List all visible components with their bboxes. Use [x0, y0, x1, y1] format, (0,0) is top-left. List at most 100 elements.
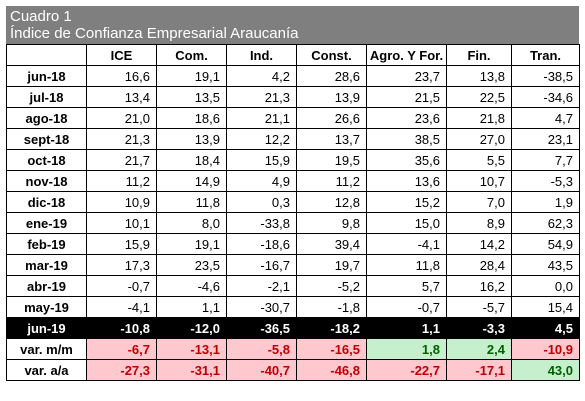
- table-cell: 8,0: [156, 212, 227, 234]
- variation-row: var. a/a -27,3 -31,1 -40,7 -46,8 -22,7 -17,1 43…: [6, 359, 580, 381]
- row-label: ago-18: [6, 107, 87, 129]
- table-cell: -30,7: [226, 296, 297, 318]
- table-cell: 27,0: [446, 128, 512, 150]
- table-subtitle: Índice de Confianza Empresarial Araucaní…: [10, 25, 299, 42]
- table-cell: 10,9: [86, 191, 157, 213]
- table-cell: 13,6: [366, 170, 447, 192]
- table-cell: 5,7: [366, 275, 447, 297]
- table-cell: -5,7: [446, 296, 512, 318]
- table-cell: 1,8: [366, 338, 447, 360]
- table-cell: -10,8: [86, 317, 157, 339]
- table-cell: 5,5: [446, 149, 512, 171]
- table-cell: -5,3: [511, 170, 580, 192]
- column-header-row: ICE Com. Ind. Const. Agro. Y For. Fin. T…: [6, 44, 580, 66]
- column-header: Com.: [156, 44, 227, 66]
- table-cell: 15,9: [86, 233, 157, 255]
- table-cell: -3,3: [446, 317, 512, 339]
- row-label: jun-19: [6, 317, 87, 339]
- table-cell: 9,8: [296, 212, 367, 234]
- variation-row: var. m/m -6,7 -13,1 -5,8 -16,5 1,8 2,4 -10,9: [6, 338, 580, 360]
- column-header: Tran.: [511, 44, 580, 66]
- table-cell: 21,8: [446, 107, 512, 129]
- row-label: may-19: [6, 296, 87, 318]
- table-container: Cuadro 1 Índice de Confianza Empresarial…: [6, 6, 580, 381]
- table-cell: -5,2: [296, 275, 367, 297]
- column-header: Ind.: [226, 44, 297, 66]
- table-cell: -4,6: [156, 275, 227, 297]
- table-cell: 15,4: [511, 296, 580, 318]
- table-cell: 1,9: [511, 191, 580, 213]
- table-cell: -40,7: [226, 359, 297, 381]
- table-cell: 21,3: [226, 86, 297, 108]
- column-header: Const.: [296, 44, 367, 66]
- table-cell: 4,2: [226, 65, 297, 87]
- table-cell: 12,2: [226, 128, 297, 150]
- table-cell: 4,9: [226, 170, 297, 192]
- table-cell: 0,3: [226, 191, 297, 213]
- table-cell: 19,5: [296, 149, 367, 171]
- table-cell: 15,0: [366, 212, 447, 234]
- table-cell: 11,2: [86, 170, 157, 192]
- table-header-banner: Cuadro 1 Índice de Confianza Empresarial…: [6, 6, 579, 44]
- table-cell: 21,7: [86, 149, 157, 171]
- table-cell: 11,2: [296, 170, 367, 192]
- row-label: jul-18: [6, 86, 87, 108]
- table-row: nov-18 11,2 14,9 4,9 11,2 13,6 10,7 -5,3: [6, 170, 580, 192]
- table-cell: 43,5: [511, 254, 580, 276]
- table-cell: -22,7: [366, 359, 447, 381]
- table-cell: -0,7: [366, 296, 447, 318]
- table-cell: 14,2: [446, 233, 512, 255]
- table-row: abr-19 -0,7 -4,6 -2,1 -5,2 5,7 16,2 0,0: [6, 275, 580, 297]
- table-cell: 54,9: [511, 233, 580, 255]
- table-cell: 11,8: [366, 254, 447, 276]
- table-cell: 0,0: [511, 275, 580, 297]
- table-cell: -10,9: [511, 338, 580, 360]
- table-cell: 16,6: [86, 65, 157, 87]
- row-label: abr-19: [6, 275, 87, 297]
- table-row: ago-18 21,0 18,6 21,1 26,6 23,6 21,8 4,7: [6, 107, 580, 129]
- table-cell: 12,8: [296, 191, 367, 213]
- table-cell: 8,9: [446, 212, 512, 234]
- row-label: ene-19: [6, 212, 87, 234]
- table-cell: 7,7: [511, 149, 580, 171]
- table-row: dic-18 10,9 11,8 0,3 12,8 15,2 7,0 1,9: [6, 191, 580, 213]
- table-cell: 13,7: [296, 128, 367, 150]
- table-cell: 62,3: [511, 212, 580, 234]
- table-cell: -12,0: [156, 317, 227, 339]
- table-cell: 23,6: [366, 107, 447, 129]
- highlight-row: jun-19 -10,8 -12,0 -36,5 -18,2 1,1 -3,3 4,5: [6, 317, 580, 339]
- table-cell: 1,1: [156, 296, 227, 318]
- table-title: Cuadro 1: [10, 8, 72, 25]
- table-row: mar-19 17,3 23,5 -16,7 19,7 11,8 28,4 43,5: [6, 254, 580, 276]
- table-cell: 13,5: [156, 86, 227, 108]
- table-cell: 13,8: [446, 65, 512, 87]
- table-body: jun-18 16,6 19,1 4,2 28,6 23,7 13,8 -38,5 jul-18…: [6, 65, 580, 381]
- table-cell: 19,1: [156, 65, 227, 87]
- table-cell: -6,7: [86, 338, 157, 360]
- table-cell: -33,8: [226, 212, 297, 234]
- table-cell: -16,5: [296, 338, 367, 360]
- table-cell: 35,6: [366, 149, 447, 171]
- table-cell: 26,6: [296, 107, 367, 129]
- table-cell: -38,5: [511, 65, 580, 87]
- row-label: dic-18: [6, 191, 87, 213]
- table-cell: 7,0: [446, 191, 512, 213]
- table-row: may-19 -4,1 1,1 -30,7 -1,8 -0,7 -5,7 15,4: [6, 296, 580, 318]
- table-row: jul-18 13,4 13,5 21,3 13,9 21,5 22,5 -34,6: [6, 86, 580, 108]
- table-cell: 21,1: [226, 107, 297, 129]
- data-table: ICE Com. Ind. Const. Agro. Y For. Fin. T…: [6, 44, 580, 381]
- table-cell: 38,5: [366, 128, 447, 150]
- column-header: Fin.: [446, 44, 512, 66]
- table-cell: 21,5: [366, 86, 447, 108]
- table-cell: 10,7: [446, 170, 512, 192]
- table-cell: -18,6: [226, 233, 297, 255]
- table-cell: 4,7: [511, 107, 580, 129]
- table-cell: -17,1: [446, 359, 512, 381]
- column-header: [6, 44, 87, 66]
- table-cell: -31,1: [156, 359, 227, 381]
- row-label: feb-19: [6, 233, 87, 255]
- table-cell: 39,4: [296, 233, 367, 255]
- row-label: jun-18: [6, 65, 87, 87]
- table-cell: 18,6: [156, 107, 227, 129]
- row-label: mar-19: [6, 254, 87, 276]
